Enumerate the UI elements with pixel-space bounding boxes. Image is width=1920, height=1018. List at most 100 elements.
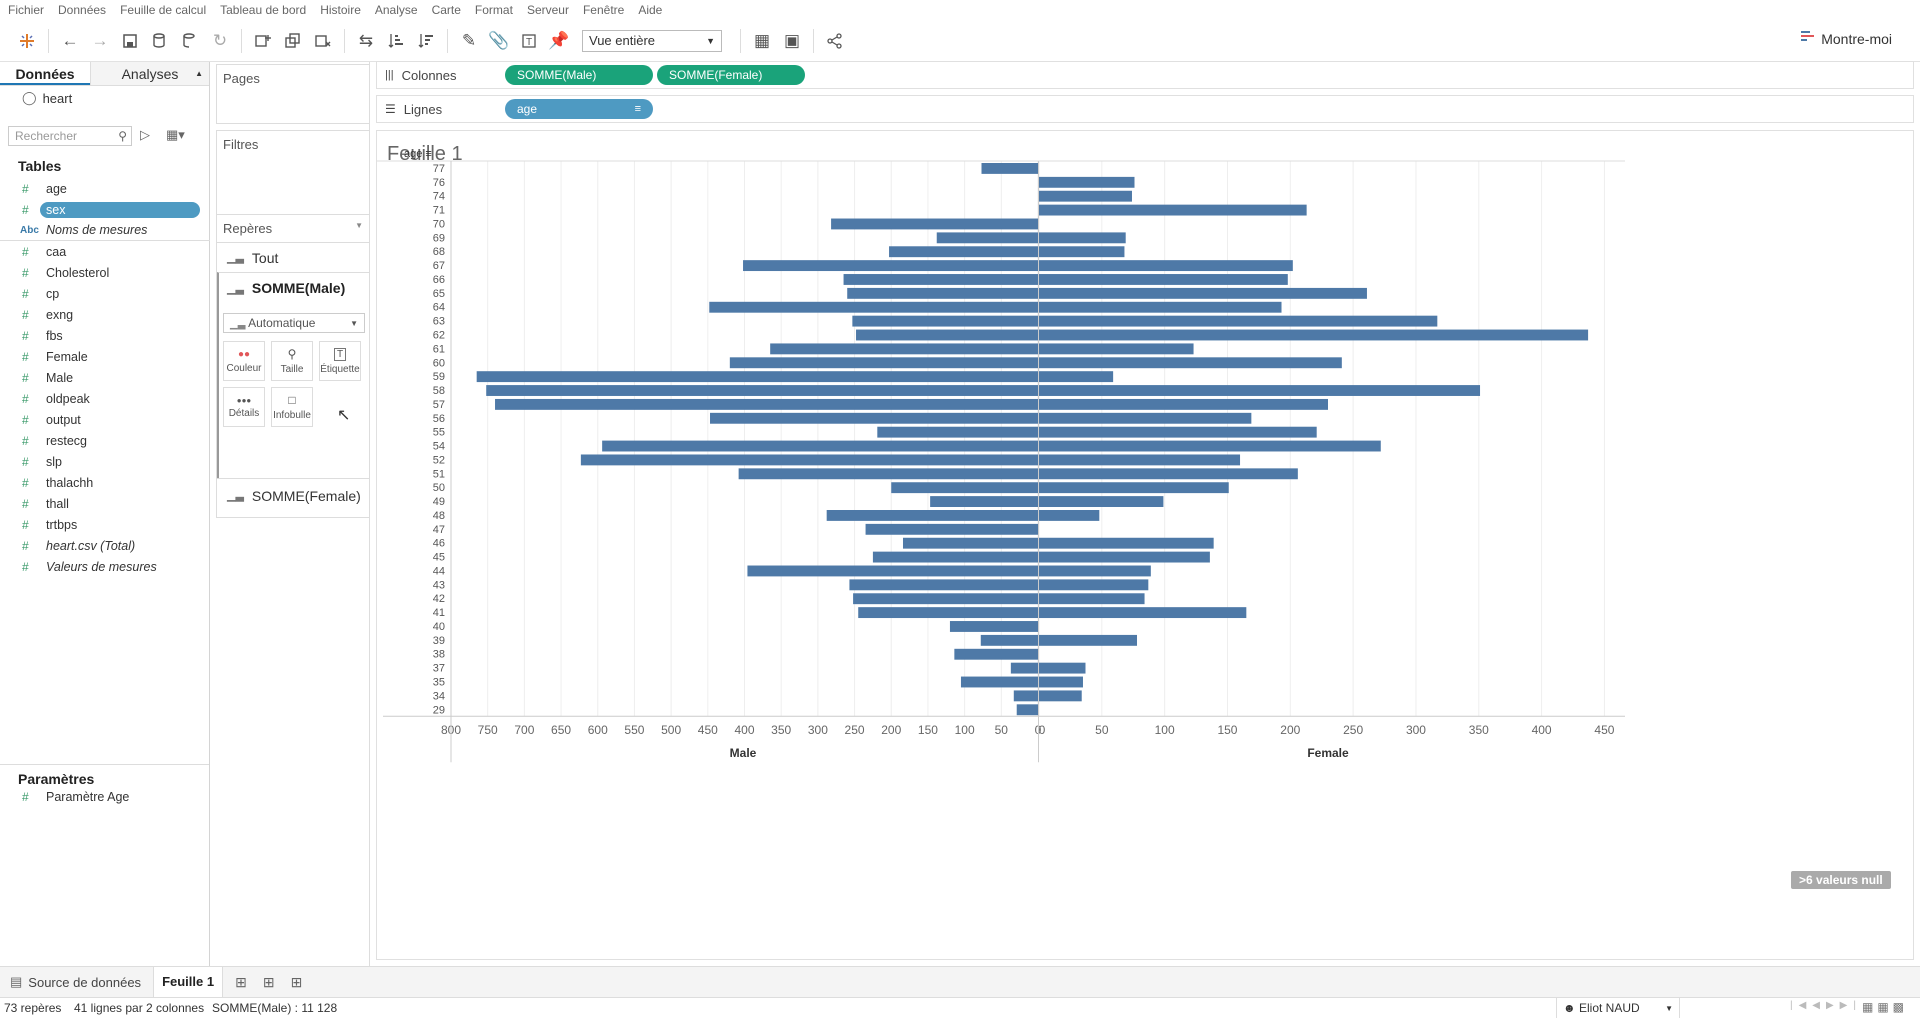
tab-data[interactable]: Données [0, 62, 90, 85]
tooltip-button[interactable]: □ Infobulle [271, 387, 313, 427]
column-pill-male[interactable]: SOMME(Male) [505, 65, 653, 85]
field-item[interactable]: # caa [0, 241, 210, 262]
new-sheet-icon[interactable] [248, 26, 278, 56]
number-type-icon: # [22, 181, 29, 196]
show-labels-icon[interactable]: T [514, 26, 544, 56]
sheet-tab-active[interactable]: Feuille 1 [153, 966, 224, 998]
menu-item[interactable]: Fenêtre [582, 3, 625, 17]
field-item[interactable]: # trtbps [0, 514, 210, 535]
field-item[interactable]: # output [0, 409, 210, 430]
y-tick-label: 50 [433, 482, 445, 494]
columns-shelf[interactable]: ||| Colonnes SOMME(Male) SOMME(Female) [376, 61, 1914, 89]
field-item[interactable]: # Cholesterol [0, 262, 210, 283]
number-type-icon: # [22, 370, 29, 385]
menu-item[interactable]: Histoire [320, 3, 361, 17]
datasource-item[interactable]: ◯ heart [0, 86, 209, 110]
duplicate-sheet-icon[interactable] [278, 26, 308, 56]
view-mode-icons[interactable]: ▦▦▩ [1862, 1000, 1909, 1014]
sort-descending-icon[interactable] [411, 26, 441, 56]
field-label: sex [40, 201, 200, 218]
marks-all[interactable]: ▁▃ Tout [217, 242, 369, 272]
group-members-icon[interactable]: 📎 [488, 30, 510, 50]
field-item[interactable]: # Male [0, 367, 210, 388]
size-button[interactable]: ⚲ Taille [271, 341, 313, 381]
user-menu[interactable]: ☻ Eliot NAUD ▼ [1556, 998, 1680, 1018]
field-item[interactable]: # exng [0, 304, 210, 325]
chevron-down-icon: ▼ [350, 318, 358, 328]
clear-sheet-icon[interactable] [308, 26, 338, 56]
menu-item[interactable]: Carte [431, 3, 461, 17]
column-pill-female[interactable]: SOMME(Female) [657, 65, 805, 85]
detail-icon: ●●● [236, 395, 252, 405]
presentation-mode-icon[interactable]: ▣ [783, 30, 801, 50]
bar-female [1039, 232, 1126, 244]
bar-male [853, 593, 1038, 605]
show-me-button[interactable]: Montre-moi [1801, 30, 1892, 47]
field-item[interactable]: # slp [0, 451, 210, 472]
field-item[interactable]: # fbs [0, 325, 210, 346]
tab-analytics[interactable]: Analyses ▲ [90, 62, 209, 85]
label-button[interactable]: T Étiquette [319, 341, 361, 381]
rows-shelf[interactable]: ☰ age Lignes age ≡ [376, 95, 1914, 123]
new-datasource-icon[interactable] [145, 26, 175, 56]
marks-male[interactable]: ▁▃ SOMME(Male) [219, 273, 369, 303]
new-dashboard-icon[interactable]: ⊞ [262, 973, 275, 990]
menu-item[interactable]: Fichier [8, 3, 45, 17]
field-item[interactable]: # heart.csv (Total) [0, 535, 210, 556]
null-values-badge[interactable]: >6 valeurs null [1791, 871, 1891, 889]
field-item[interactable]: # thalachh [0, 472, 210, 493]
marks-female[interactable]: ▁▃ SOMME(Female) [217, 478, 369, 512]
refresh-icon[interactable]: ↻ [212, 30, 228, 50]
field-item[interactable]: # age [0, 178, 210, 199]
bar-male [930, 496, 1038, 507]
diverging-bar-chart[interactable]: age ≡800 750 700 650 600 550 500 450 400 350 300 25… [377, 131, 1913, 959]
highlight-icon[interactable]: ✎ [461, 30, 477, 50]
field-item[interactable]: # restecg [0, 430, 210, 451]
y-tick-label: 65 [433, 288, 445, 300]
tableau-logo-icon[interactable] [12, 26, 42, 56]
detail-button[interactable]: ●●● Détails [223, 387, 265, 427]
sort-ascending-icon[interactable] [381, 26, 411, 56]
pages-card[interactable]: Pages [216, 64, 370, 124]
new-story-icon[interactable]: ⊞ [290, 973, 303, 990]
color-button[interactable]: ●● Couleur [223, 341, 265, 381]
field-item[interactable]: # thall [0, 493, 210, 514]
chevron-down-icon[interactable]: ▼ [355, 221, 363, 230]
menu-item[interactable]: Analyse [374, 3, 418, 17]
show-cards-icon[interactable]: ▦ [753, 30, 771, 50]
field-item[interactable]: # Valeurs de mesures [0, 556, 210, 577]
bar-chart-icon: ▁▃ [227, 252, 244, 264]
menu-item[interactable]: Tableau de bord [220, 3, 307, 17]
field-item[interactable]: # Female [0, 346, 210, 367]
filter-fields-icon[interactable]: ▷ [140, 127, 150, 142]
param-item[interactable]: # Paramètre Age [0, 786, 210, 807]
mark-type-select[interactable]: ▁▃ Automatique ▼ [223, 313, 365, 333]
menu-item[interactable]: Aide [638, 3, 663, 17]
field-item[interactable]: Abc Noms de mesures [0, 220, 210, 241]
share-icon[interactable] [820, 26, 850, 56]
fix-axes-icon[interactable]: 📌 [548, 30, 570, 50]
new-worksheet-icon[interactable]: ⊞ [235, 973, 247, 990]
field-item[interactable]: # cp [0, 283, 210, 304]
undo-icon[interactable]: ← [61, 30, 79, 50]
menu-item[interactable]: Serveur [526, 3, 569, 17]
view-fit-select[interactable]: Vue entière ▼ [582, 29, 722, 52]
save-icon[interactable] [115, 26, 145, 56]
user-name: Eliot NAUD [1578, 1001, 1640, 1015]
chevron-down-icon: ▼ [706, 35, 715, 46]
swap-rows-columns-icon[interactable]: ⇆ [358, 30, 374, 50]
field-item[interactable]: # oldpeak [0, 388, 210, 409]
bar-male [486, 385, 1039, 396]
datasource-tab[interactable]: ▤ Source de données [0, 967, 153, 998]
redo-icon[interactable]: → [91, 30, 109, 50]
bar-male [476, 371, 1038, 383]
view-options-icon[interactable]: ▦▾ [166, 127, 185, 142]
pause-datasource-icon[interactable] [175, 26, 205, 56]
search-input[interactable]: Rechercher ⚲ [8, 126, 132, 146]
menu-item[interactable]: Format [474, 3, 513, 17]
menu-item[interactable]: Feuille de calcul [120, 3, 207, 17]
field-item[interactable]: # sex [0, 199, 210, 220]
sheet-navigation[interactable]: |◀◀▶▶| [1790, 1000, 1862, 1011]
menu-item[interactable]: Données [58, 3, 107, 17]
row-pill-age[interactable]: age ≡ [505, 99, 653, 119]
